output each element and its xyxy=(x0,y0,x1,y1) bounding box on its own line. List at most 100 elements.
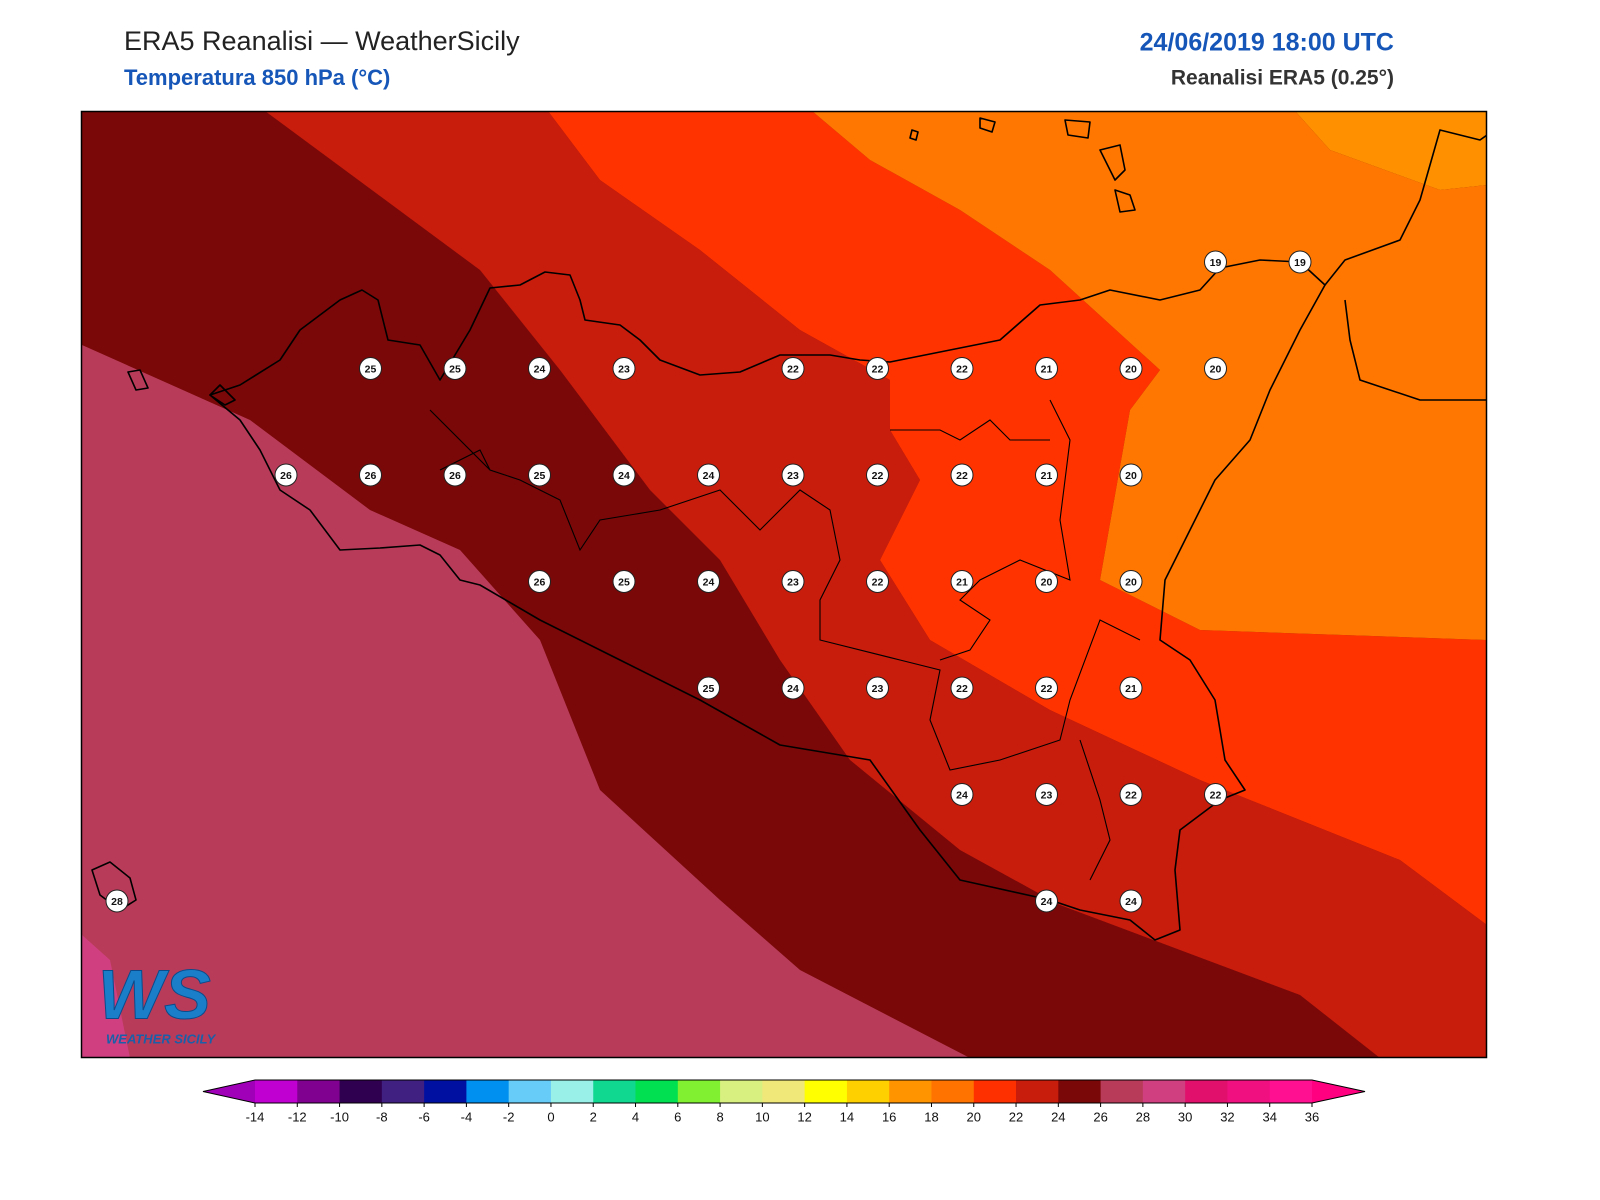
colorbar-segment xyxy=(297,1080,341,1103)
colorbar-tick-label: 6 xyxy=(674,1109,681,1124)
point-value: 23 xyxy=(1041,789,1053,801)
point-value: 24 xyxy=(787,683,799,695)
point-value: 19 xyxy=(1294,257,1306,269)
subtitle: Temperatura 850 hPa (°C) xyxy=(124,65,390,90)
colorbar-segment xyxy=(339,1080,383,1103)
colorbar-segment xyxy=(424,1080,467,1103)
point-value: 23 xyxy=(872,683,884,695)
colorbar-tick-label: 18 xyxy=(924,1109,938,1124)
point-marker xyxy=(443,463,467,487)
point-marker xyxy=(612,357,636,380)
colorbar-segment xyxy=(1269,1080,1313,1103)
point-marker xyxy=(359,463,382,487)
colorbar-extend xyxy=(203,1080,255,1103)
point-marker xyxy=(1035,889,1058,913)
colorbar-tick-label: 8 xyxy=(716,1109,723,1124)
colorbar-tick-label: 2 xyxy=(590,1109,597,1124)
colorbar-segment xyxy=(255,1080,298,1103)
point-value: 24 xyxy=(703,576,715,588)
point-value: 20 xyxy=(1125,363,1137,375)
point-value: 24 xyxy=(1041,896,1053,908)
colorbar-segment xyxy=(550,1080,594,1103)
colorbar-tick-label: 14 xyxy=(840,1109,854,1124)
colorbar-segment xyxy=(931,1080,975,1103)
colorbar-tick-label: 30 xyxy=(1178,1109,1192,1124)
point-value: 26 xyxy=(449,470,461,482)
point-marker xyxy=(781,463,805,487)
colorbar-tick-label: 26 xyxy=(1093,1109,1107,1124)
colorbar-tick-label: -2 xyxy=(503,1109,515,1124)
point-value: 26 xyxy=(280,470,292,482)
point-value: 24 xyxy=(534,363,546,375)
point-value: 22 xyxy=(872,576,884,588)
colorbar-segment xyxy=(593,1080,637,1103)
point-value: 21 xyxy=(1041,363,1053,375)
point-marker xyxy=(866,570,889,593)
colorbar-segment xyxy=(762,1080,806,1103)
colorbar-segment xyxy=(973,1080,1017,1103)
point-value: 22 xyxy=(787,363,799,375)
colorbar-segment xyxy=(804,1080,848,1103)
point-marker xyxy=(866,357,889,380)
point-value: 26 xyxy=(365,470,377,482)
band xyxy=(813,112,1486,640)
colorbar-segment xyxy=(1142,1080,1186,1103)
point-marker xyxy=(1204,357,1227,380)
point-marker xyxy=(866,676,889,700)
point-value: 24 xyxy=(1125,896,1137,908)
colorbar-tick-label: 10 xyxy=(755,1109,769,1124)
point-value: 23 xyxy=(787,470,799,482)
point-marker xyxy=(781,570,805,593)
colorbar-tick-label: -8 xyxy=(376,1109,388,1124)
colorbar-segment xyxy=(1100,1080,1144,1103)
point-marker xyxy=(1119,676,1143,700)
point-value: 22 xyxy=(1210,789,1222,801)
point-value: 23 xyxy=(618,363,630,375)
point-marker xyxy=(1204,783,1227,806)
point-value: 22 xyxy=(956,470,968,482)
band xyxy=(548,112,1486,925)
point-marker xyxy=(105,889,129,913)
point-marker xyxy=(781,676,805,700)
point-value: 20 xyxy=(1041,576,1053,588)
point-marker xyxy=(697,676,720,700)
colorbar-segment xyxy=(1016,1080,1059,1103)
point-marker xyxy=(950,570,974,593)
point-marker xyxy=(950,357,974,380)
point-marker xyxy=(612,463,636,487)
colorbar-tick-label: -12 xyxy=(288,1109,307,1124)
coastline xyxy=(209,259,1326,941)
point-marker xyxy=(612,570,636,593)
point-marker xyxy=(1119,463,1143,487)
date: 24/06/2019 18:00 UTC xyxy=(1140,29,1394,57)
point-value: 21 xyxy=(1041,470,1053,482)
point-value: 21 xyxy=(1125,683,1137,695)
band xyxy=(82,345,969,1057)
colorbar-segment xyxy=(1227,1080,1271,1103)
logo-mark: WS xyxy=(98,955,211,1033)
point-value: 22 xyxy=(1041,683,1053,695)
colorbar-segment xyxy=(1058,1080,1102,1103)
colorbar-tick-label: 22 xyxy=(1009,1109,1023,1124)
point-marker xyxy=(274,463,298,487)
colorbar-tick-label: 0 xyxy=(547,1109,554,1124)
point-marker xyxy=(697,570,720,593)
point-value: 20 xyxy=(1125,470,1137,482)
colorbar-tick-label: -14 xyxy=(246,1109,265,1124)
colorbar-tick-label: -6 xyxy=(418,1109,430,1124)
point-marker xyxy=(528,463,551,487)
point-value: 20 xyxy=(1125,576,1137,588)
point-marker xyxy=(1288,250,1312,274)
point-value: 22 xyxy=(956,363,968,375)
point-value: 22 xyxy=(872,470,884,482)
colorbar-segment xyxy=(466,1080,510,1103)
point-marker xyxy=(443,357,467,380)
point-marker xyxy=(1035,783,1058,806)
coastline xyxy=(91,117,1486,911)
point-value: 22 xyxy=(872,363,884,375)
point-value: 24 xyxy=(703,470,715,482)
point-value: 24 xyxy=(956,789,968,801)
colorbar-tick-label: -4 xyxy=(461,1109,473,1124)
point-value: 23 xyxy=(787,576,799,588)
point-marker xyxy=(1204,250,1227,274)
